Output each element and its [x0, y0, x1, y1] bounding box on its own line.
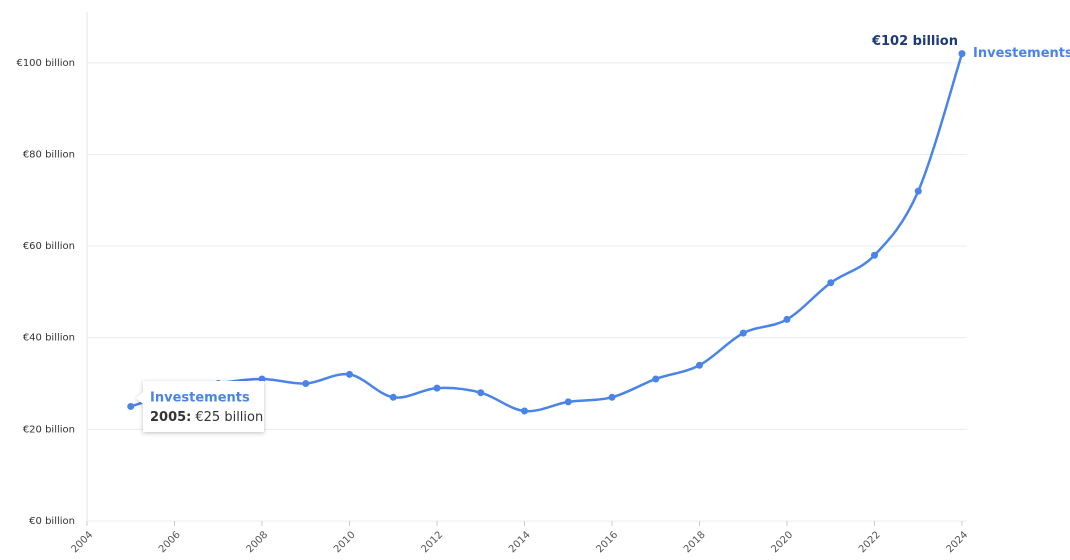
point — [433, 384, 441, 392]
y-tick-label: €0 billion — [29, 516, 75, 527]
point — [127, 402, 135, 410]
tooltip-value: 2005: €25 billion — [150, 410, 263, 425]
point — [346, 370, 353, 378]
x-tick-label: 2024 — [944, 529, 970, 555]
point — [827, 279, 835, 287]
point — [302, 380, 310, 388]
line — [130, 53, 964, 413]
x-tick-label: 2004 — [69, 529, 95, 555]
tooltip-value-label: €25 billion — [195, 410, 263, 425]
series-label: Investements — [973, 46, 1070, 61]
y-tick-label: €20 billion — [23, 424, 75, 435]
y-tick-label: €40 billion — [23, 333, 75, 344]
point — [652, 375, 660, 383]
x-tick-label: 2018 — [682, 529, 708, 555]
x-tick-label: 2008 — [244, 529, 270, 555]
x-tick-label: 2022 — [857, 529, 883, 555]
end-value-label: €102 billion — [871, 34, 958, 49]
point — [389, 393, 397, 401]
y-tick-label: €80 billion — [23, 149, 75, 160]
point — [521, 407, 528, 415]
x-tick-label: 2010 — [332, 529, 358, 555]
point — [696, 361, 703, 369]
x-tick-label: 2016 — [594, 529, 620, 555]
tooltip-series: Investements — [150, 391, 250, 406]
tooltip-box — [136, 381, 264, 432]
point — [608, 393, 616, 401]
y-tick-label: €100 billion — [16, 58, 75, 69]
x-tick-label: 2006 — [157, 529, 183, 555]
point — [914, 187, 922, 195]
point — [958, 50, 966, 58]
x-tick-label: 2014 — [507, 529, 533, 555]
tooltip-x: 2005: — [150, 410, 191, 425]
point — [258, 375, 266, 383]
point — [477, 389, 485, 397]
point — [739, 329, 747, 337]
x-tick-label: 2012 — [419, 529, 445, 555]
point — [871, 251, 878, 259]
y-tick-label: €60 billion — [23, 241, 75, 252]
tooltip: Investements 2005: €25 billion — [136, 381, 264, 432]
x-tick-label: 2020 — [769, 529, 795, 555]
point — [564, 398, 572, 406]
point — [783, 315, 791, 323]
